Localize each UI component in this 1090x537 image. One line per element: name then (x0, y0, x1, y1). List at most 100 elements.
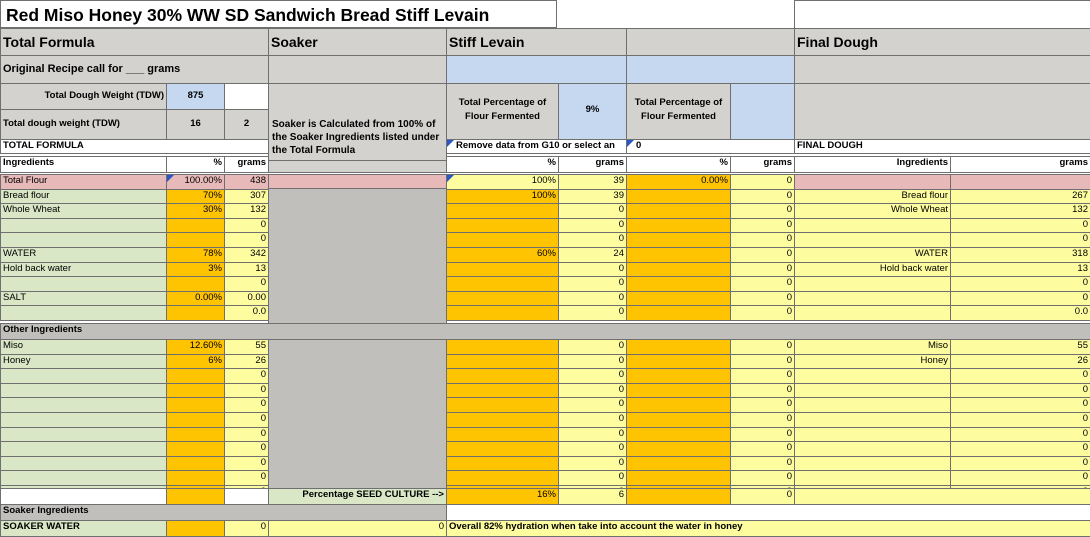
ingredient-name[interactable] (0, 218, 167, 233)
levain-pct[interactable] (446, 339, 559, 355)
levain2-pct[interactable] (626, 276, 731, 292)
ingredient-pct[interactable] (166, 218, 225, 233)
ingredient-name[interactable]: Total Flour (0, 174, 167, 190)
ingredient-pct[interactable]: 3% (166, 262, 225, 277)
levain2-pct[interactable] (626, 427, 731, 442)
ingredient-pct[interactable] (166, 383, 225, 398)
ingredient-pct[interactable] (166, 232, 225, 248)
ingredient-name[interactable] (0, 383, 167, 398)
ingredient-name[interactable] (0, 456, 167, 471)
levain2-pct[interactable] (626, 189, 731, 204)
levain2-pct[interactable] (626, 262, 731, 277)
ingredient-name[interactable] (0, 276, 167, 292)
ingredient-pct[interactable] (166, 470, 225, 486)
levain2-pct[interactable] (626, 441, 731, 457)
levain-pct[interactable] (446, 383, 559, 398)
final-ingredient-grams: 267 (950, 189, 1090, 204)
ingredient-name[interactable]: Hold back water (0, 262, 167, 277)
levain2-pct[interactable] (626, 354, 731, 369)
ingredient-pct[interactable]: 0.00% (166, 291, 225, 306)
soaker-water-pct[interactable] (166, 520, 225, 537)
comment-marker-icon (447, 140, 454, 147)
levain2-pct[interactable] (626, 203, 731, 219)
levain-pct[interactable] (446, 203, 559, 219)
ingredient-name[interactable]: Miso (0, 339, 167, 355)
ingredient-pct[interactable]: 78% (166, 247, 225, 263)
levain2-pct[interactable] (626, 305, 731, 321)
ingredient-name[interactable] (0, 368, 167, 384)
levain2-pct[interactable] (626, 368, 731, 384)
ingredient-pct[interactable] (166, 441, 225, 457)
levain2-pct[interactable] (626, 470, 731, 486)
final-ingredient-grams-text: 26 (1077, 355, 1088, 366)
ingredient-name[interactable] (0, 397, 167, 413)
final-ingredient-name (794, 232, 951, 248)
levain-pct[interactable]: 60% (446, 247, 559, 263)
levain-pct-input-text: 9% (585, 104, 600, 115)
ingredient-pct[interactable]: 6% (166, 354, 225, 369)
levain2-pct[interactable] (626, 339, 731, 355)
levain2-grams: 0 (730, 456, 795, 471)
ingredient-name[interactable] (0, 305, 167, 321)
levain-pct[interactable]: 100% (446, 174, 559, 190)
levain2-pct-input[interactable] (730, 83, 795, 140)
levain-pct[interactable] (446, 427, 559, 442)
ingredient-name[interactable] (0, 412, 167, 428)
levain-pct[interactable] (446, 470, 559, 486)
ingredient-pct[interactable] (166, 276, 225, 292)
ingredient-name[interactable]: Honey (0, 354, 167, 369)
tdw-input[interactable]: 875 (166, 83, 225, 110)
ingredient-pct[interactable] (166, 305, 225, 321)
ingredient-pct[interactable]: 70% (166, 189, 225, 204)
levain-pct[interactable] (446, 291, 559, 306)
ingredient-pct[interactable] (166, 368, 225, 384)
levain2-pct[interactable]: 0.00% (626, 174, 731, 190)
ingredient-pct[interactable] (166, 427, 225, 442)
ingredient-name[interactable]: Bread flour (0, 189, 167, 204)
levain-grams: 0 (558, 441, 627, 457)
levain2-pct[interactable] (626, 383, 731, 398)
col-grams: grams (558, 156, 627, 173)
levain-pct[interactable] (446, 276, 559, 292)
ingredient-pct[interactable] (166, 397, 225, 413)
levain2-pct[interactable] (626, 412, 731, 428)
levain-pct[interactable] (446, 456, 559, 471)
ingredient-name[interactable]: Whole Wheat (0, 203, 167, 219)
levain2-pct[interactable] (626, 291, 731, 306)
levain-pct-input[interactable]: 9% (558, 83, 627, 140)
original-recipe-label: Original Recipe call for ___ grams (0, 55, 269, 84)
ingredient-pct[interactable] (166, 456, 225, 471)
levain-pct[interactable] (446, 262, 559, 277)
levain-grams-text: 0 (618, 292, 624, 303)
levain-pct[interactable] (446, 232, 559, 248)
ingredient-name[interactable] (0, 232, 167, 248)
levain2-pct[interactable] (626, 232, 731, 248)
ingredient-name-text: Hold back water (3, 263, 72, 274)
levain-pct[interactable] (446, 412, 559, 428)
levain-pct[interactable] (446, 441, 559, 457)
levain-pct[interactable] (446, 354, 559, 369)
levain2-pct[interactable] (626, 397, 731, 413)
ingredient-name[interactable]: SALT (0, 291, 167, 306)
levain-pct[interactable] (446, 368, 559, 384)
levain2-grams-text: 0 (786, 369, 792, 380)
levain-pct[interactable] (446, 305, 559, 321)
ingredient-name[interactable]: WATER (0, 247, 167, 263)
levain-pct[interactable]: 100% (446, 189, 559, 204)
levain2-pct[interactable] (626, 218, 731, 233)
levain-grams: 0 (558, 218, 627, 233)
seed-culture-pct[interactable]: 16% (446, 488, 559, 505)
levain2-grams-text: 0 (786, 384, 792, 395)
levain2-pct[interactable] (626, 456, 731, 471)
ingredient-pct[interactable] (166, 412, 225, 428)
ingredient-pct[interactable]: 30% (166, 203, 225, 219)
ingredient-name[interactable] (0, 427, 167, 442)
levain2-pct[interactable] (626, 247, 731, 263)
ingredient-pct[interactable]: 12.60% (166, 339, 225, 355)
ingredient-pct[interactable]: 100.00% (166, 174, 225, 190)
ingredient-name[interactable] (0, 470, 167, 486)
levain-pct[interactable] (446, 218, 559, 233)
levain-pct[interactable] (446, 397, 559, 413)
ingredient-name[interactable] (0, 441, 167, 457)
tdw-label: Total Dough Weight (TDW) (0, 83, 167, 110)
